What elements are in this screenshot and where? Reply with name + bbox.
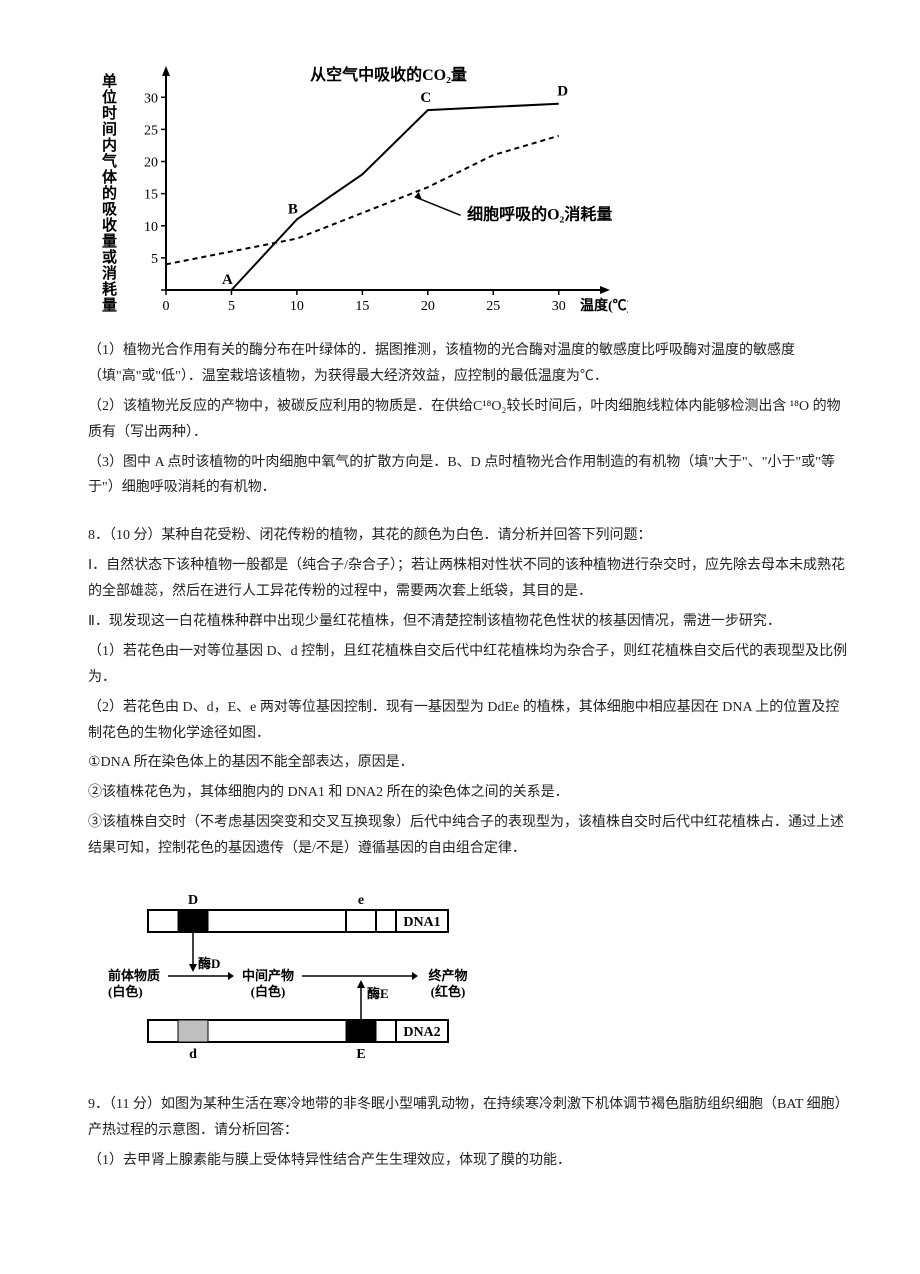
svg-text:量: 量	[102, 297, 117, 314]
svg-text:20: 20	[144, 156, 158, 171]
q8-II-2a: ①DNA 所在染色体上的基因不能全部表达，原因是．	[88, 750, 848, 776]
q8-I: Ⅰ．自然状态下该种植物一般都是（纯合子/杂合子）；若让两株相对性状不同的该种植物…	[88, 553, 848, 605]
svg-text:终产物: 终产物	[428, 968, 467, 983]
svg-text:(白色): (白色)	[108, 984, 143, 999]
q8-II-2b: ②该植株花色为，其体细胞内的 DNA1 和 DNA2 所在的染色体之间的关系是．	[88, 780, 848, 806]
q9-block: 9．（11 分）如图为某种生活在寒冷地带的非冬眠小型哺乳动物，在持续寒冷刺激下机…	[88, 1092, 848, 1174]
q7-block: （1）植物光合作用有关的酶分布在叶绿体的．据图推测，该植物的光合酶对温度的敏感度…	[88, 338, 848, 501]
svg-text:位: 位	[102, 88, 117, 106]
svg-text:5: 5	[151, 252, 158, 267]
svg-text:单: 单	[102, 72, 117, 90]
svg-text:25: 25	[144, 123, 158, 138]
svg-text:DNA2: DNA2	[403, 1025, 440, 1040]
svg-text:消: 消	[102, 264, 117, 282]
q8-II: Ⅱ．现发现这一白花植株种群中出现少量红花植株，但不清楚控制该植物花色性状的核基因…	[88, 609, 848, 635]
svg-text:内: 内	[102, 136, 117, 154]
svg-text:从空气中吸收的CO₂量: 从空气中吸收的CO₂量	[310, 65, 467, 84]
svg-text:间: 间	[102, 120, 117, 138]
q9-1: （1）去甲肾上腺素能与膜上受体特异性结合产生生理效应，体现了膜的功能．	[88, 1148, 848, 1174]
svg-text:E: E	[356, 1047, 365, 1062]
svg-text:0: 0	[163, 299, 170, 314]
svg-text:10: 10	[144, 220, 158, 235]
svg-text:5: 5	[228, 299, 235, 314]
svg-text:中间产物: 中间产物	[242, 968, 294, 983]
svg-text:DNA1: DNA1	[403, 915, 440, 930]
svg-text:(红色): (红色)	[431, 984, 466, 999]
svg-text:20: 20	[421, 299, 435, 314]
svg-text:e: e	[358, 893, 364, 908]
dna-svg: DeDNA1dEDNA2酶D酶E前体物质(白色)中间产物(白色)终产物(红色)	[88, 884, 518, 1074]
dna-diagram: DeDNA1dEDNA2酶D酶E前体物质(白色)中间产物(白色)终产物(红色)	[88, 884, 848, 1074]
svg-text:C: C	[420, 90, 431, 106]
svg-text:温度(℃): 温度(℃)	[580, 297, 628, 314]
q7-p2: （2）该植物光反应的产物中，被碳反应利用的物质是．在供给C¹⁸O₂较长时间后，叶…	[88, 394, 848, 446]
q9-head: 9．（11 分）如图为某种生活在寒冷地带的非冬眠小型哺乳动物，在持续寒冷刺激下机…	[88, 1092, 848, 1144]
svg-text:的: 的	[102, 184, 117, 202]
svg-text:15: 15	[144, 188, 158, 203]
q8-block: 8．（10 分）某种自花受粉、闭花传粉的植物，其花的颜色为白色．请分析并回答下列…	[88, 523, 848, 862]
svg-text:25: 25	[486, 299, 500, 314]
chart-svg: 51015202530051015202530单位时间内气体的吸收量或消耗量温度…	[88, 56, 628, 326]
svg-text:B: B	[288, 201, 298, 217]
svg-text:15: 15	[355, 299, 369, 314]
q8-head: 8．（10 分）某种自花受粉、闭花传粉的植物，其花的颜色为白色．请分析并回答下列…	[88, 523, 848, 549]
svg-text:时: 时	[102, 105, 117, 122]
svg-text:A: A	[222, 272, 233, 288]
q8-II-2c: ③该植株自交时（不考虑基因突变和交叉互换现象）后代中纯合子的表现型为，该植株自交…	[88, 810, 848, 862]
svg-text:收: 收	[102, 216, 117, 234]
svg-text:量: 量	[102, 233, 117, 250]
svg-text:耗: 耗	[102, 281, 117, 298]
svg-text:酶D: 酶D	[198, 956, 220, 971]
svg-text:气: 气	[101, 152, 117, 170]
q8-II-1: （1）若花色由一对等位基因 D、d 控制，且红花植株自交后代中红花植株均为杂合子…	[88, 639, 848, 691]
svg-text:前体物质: 前体物质	[108, 968, 160, 983]
q8-II-2: （2）若花色由 D、d，E、e 两对等位基因控制．现有一基因型为 DdEe 的植…	[88, 695, 848, 747]
chart-co2-o2: 51015202530051015202530单位时间内气体的吸收量或消耗量温度…	[88, 56, 848, 326]
q7-p1: （1）植物光合作用有关的酶分布在叶绿体的．据图推测，该植物的光合酶对温度的敏感度…	[88, 338, 848, 390]
svg-text:d: d	[189, 1047, 197, 1062]
svg-text:D: D	[557, 84, 568, 100]
svg-text:体: 体	[102, 168, 118, 186]
svg-text:30: 30	[552, 299, 566, 314]
svg-text:(白色): (白色)	[251, 984, 286, 999]
svg-text:细胞呼吸的O₂消耗量: 细胞呼吸的O₂消耗量	[467, 204, 612, 223]
svg-text:30: 30	[144, 91, 158, 106]
svg-text:D: D	[188, 893, 198, 908]
q7-p3: （3）图中 A 点时该植物的叶肉细胞中氧气的扩散方向是．B、D 点时植物光合作用…	[88, 450, 848, 502]
svg-text:酶E: 酶E	[367, 986, 389, 1001]
svg-text:或: 或	[102, 248, 117, 266]
svg-text:10: 10	[290, 299, 304, 314]
svg-text:吸: 吸	[102, 201, 118, 218]
